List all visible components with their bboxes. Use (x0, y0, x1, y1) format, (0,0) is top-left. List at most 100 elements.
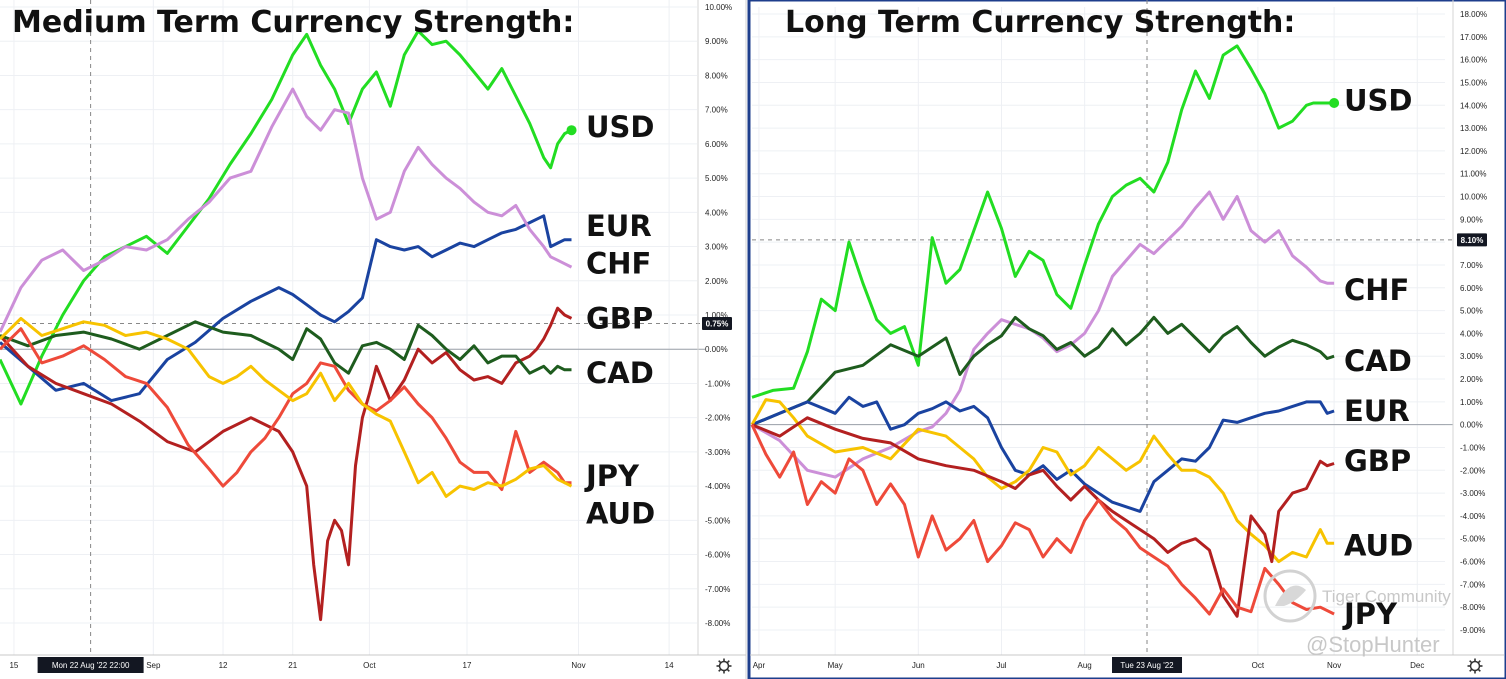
series-label-aud: AUD (586, 496, 655, 530)
series-label-usd: USD (586, 110, 655, 144)
series-line-jpy (750, 424, 1335, 616)
series-line-aud (750, 398, 1335, 564)
crosshair-y-badge (702, 317, 732, 331)
y-tick-label: 7.00% (705, 106, 728, 115)
series-line-aud (0, 316, 573, 498)
x-tick-label: May (828, 661, 843, 670)
x-tick-label: 17 (463, 661, 472, 670)
y-tick-label: 16.00% (1460, 56, 1487, 65)
settings-gear-icon[interactable] (716, 658, 732, 674)
x-tick-label: Sep (146, 661, 161, 670)
y-tick-label: 9.00% (1460, 215, 1483, 224)
y-tick-label: 4.00% (1460, 329, 1483, 338)
y-tick-label: -9.00% (1460, 626, 1485, 635)
series-label-usd: USD (1344, 84, 1413, 118)
series-label-chf: CHF (1344, 273, 1409, 307)
x-tick-label: Oct (363, 661, 376, 670)
y-tick-label: -7.00% (705, 585, 730, 594)
series-line-eur (0, 214, 572, 403)
watermark-handle: @StopHunter (1306, 632, 1440, 657)
series-label-eur: EUR (1344, 394, 1410, 428)
y-tick-label: -2.00% (1460, 466, 1485, 475)
crosshair-x-label: Mon 22 Aug '22 22:00 (52, 661, 130, 670)
y-tick-label: -7.00% (1460, 580, 1485, 589)
y-tick-label: -1.00% (1460, 443, 1485, 452)
y-tick-label: 9.00% (705, 37, 728, 46)
panel-right-frame (747, 0, 1506, 679)
y-tick-label: 0.00% (705, 345, 728, 354)
series-label-jpy: JPY (1342, 597, 1398, 631)
watermark: Tiger Community @StopHunter (1263, 569, 1451, 657)
y-tick-label: 14.00% (1460, 101, 1487, 110)
series-label-eur: EUR (586, 209, 652, 243)
y-tick-label: -2.00% (705, 414, 730, 423)
y-tick-label: 1.00% (705, 311, 728, 320)
series-end-point-usd (1329, 97, 1340, 108)
series-line-usd (751, 44, 1335, 399)
y-tick-label: 3.00% (1460, 352, 1483, 361)
tiger-logo-mark (1275, 585, 1306, 606)
y-tick-label: 8.00% (705, 71, 728, 80)
series-label-gbp: GBP (586, 301, 653, 335)
x-tick-label: Dec (1410, 661, 1424, 670)
y-tick-label: -1.00% (705, 379, 730, 388)
series-label-cad: CAD (1344, 344, 1412, 378)
watermark-community: Tiger Community (1322, 587, 1451, 606)
y-tick-label: 6.00% (1460, 284, 1483, 293)
y-tick-label: -6.00% (1460, 558, 1485, 567)
chart-title: Long Term Currency Strength: (785, 5, 1295, 40)
series-line-gbp (751, 416, 1335, 618)
y-tick-label: 4.00% (705, 208, 728, 217)
crosshair-y-label: 0.75% (706, 320, 729, 329)
crosshair-y-label: 8.10% (1461, 236, 1484, 245)
x-tick-label: Aug (1078, 661, 1092, 670)
crosshair-y-badge (1457, 233, 1487, 247)
y-tick-label: 7.00% (1460, 261, 1483, 270)
y-tick-label: -8.00% (1460, 603, 1485, 612)
x-tick-label: 14 (665, 661, 674, 670)
y-tick-label: 11.00% (1460, 170, 1487, 179)
y-tick-label: 1.00% (1460, 398, 1483, 407)
series-line-eur (751, 395, 1335, 513)
y-tick-label: 10.00% (1460, 193, 1487, 202)
series-label-jpy: JPY (584, 459, 640, 493)
grid (752, 7, 1445, 655)
chart-title: Medium Term Currency Strength: (12, 5, 574, 40)
series-line-gbp (0, 306, 573, 622)
x-tick-label: 15 (9, 661, 18, 670)
series-label-gbp: GBP (1344, 444, 1411, 478)
y-tick-label: -3.00% (705, 448, 730, 457)
settings-gear-icon[interactable] (1467, 658, 1483, 674)
crosshair-x-badge (37, 657, 144, 673)
y-tick-label: -4.00% (1460, 512, 1485, 521)
y-tick-label: -5.00% (1460, 535, 1485, 544)
y-tick-label: -8.00% (705, 619, 730, 628)
y-tick-label: 13.00% (1460, 124, 1487, 133)
series-label-aud: AUD (1344, 529, 1413, 563)
tiger-logo-icon (1263, 569, 1317, 623)
y-tick-label: -6.00% (705, 551, 730, 560)
x-tick-label: Apr (753, 661, 766, 670)
y-tick-label: 5.00% (705, 174, 728, 183)
x-tick-label: Jul (996, 661, 1006, 670)
y-tick-label: 3.00% (705, 243, 728, 252)
x-tick-label: Nov (1327, 661, 1341, 670)
y-tick-label: 18.00% (1460, 10, 1487, 19)
x-tick-label: Oct (1252, 661, 1265, 670)
series-label-cad: CAD (586, 356, 654, 390)
y-tick-label: 2.00% (705, 277, 728, 286)
y-tick-label: 5.00% (1460, 307, 1483, 316)
series-line-cad (0, 320, 572, 375)
y-tick-label: -3.00% (1460, 489, 1485, 498)
y-tick-label: 12.00% (1460, 147, 1487, 156)
y-tick-label: 15.00% (1460, 78, 1487, 87)
y-tick-label: -5.00% (705, 516, 730, 525)
x-tick-label: Jun (912, 661, 925, 670)
panel-left-background (0, 0, 748, 679)
series-line-chf (0, 87, 573, 333)
crosshair-x-label: Tue 23 Aug '22 (1120, 661, 1174, 670)
x-tick-label: 21 (288, 661, 297, 670)
y-tick-label: 10.00% (705, 3, 732, 12)
